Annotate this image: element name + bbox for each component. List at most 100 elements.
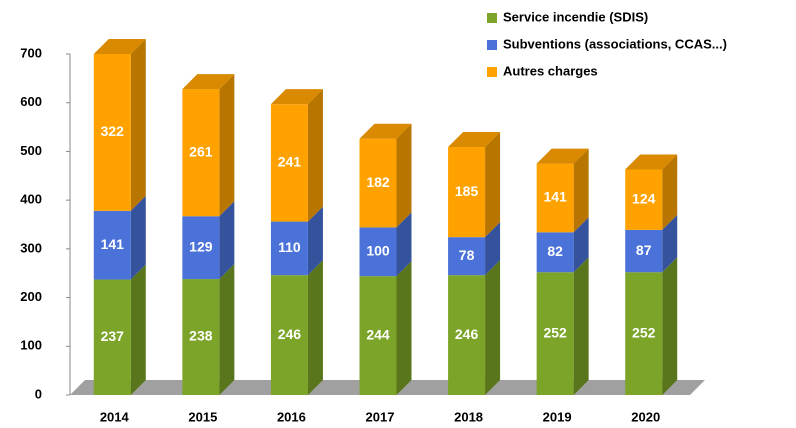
- bar-front: [536, 163, 574, 233]
- bar-top: [536, 148, 589, 164]
- x-tick-label: 2014: [100, 409, 130, 424]
- bar-side: [662, 257, 678, 395]
- bar-side: [219, 264, 235, 395]
- bar-segment: [448, 260, 501, 395]
- value-label: 241: [278, 154, 302, 170]
- bar-top: [359, 123, 412, 139]
- bar-side: [130, 264, 146, 395]
- bar-side: [219, 201, 235, 280]
- bar-front: [270, 275, 308, 395]
- bar-front: [536, 272, 574, 395]
- bar-segment: [536, 148, 589, 233]
- bar-front: [625, 229, 663, 273]
- x-tick-label: 2017: [366, 409, 395, 424]
- bar-front: [448, 147, 486, 238]
- value-label: 129: [189, 238, 213, 254]
- bar-top: [93, 39, 146, 54]
- y-tick-label: 500: [20, 143, 42, 158]
- legend-swatch: [487, 67, 497, 77]
- bar-side: [396, 261, 412, 395]
- value-label: 244: [366, 326, 390, 342]
- value-label: 252: [543, 324, 567, 340]
- bar-front: [270, 221, 308, 276]
- bar-segment: [448, 222, 501, 276]
- value-label: 252: [632, 324, 656, 340]
- bar-front: [182, 279, 220, 395]
- bar-side: [130, 39, 146, 211]
- bar-front: [93, 54, 131, 211]
- bar-top: [182, 74, 235, 90]
- bar-front: [359, 138, 397, 228]
- legend-label: Autres charges: [503, 63, 598, 78]
- bar-side: [573, 148, 589, 233]
- bar-front: [536, 232, 574, 273]
- bar-segment: [182, 264, 235, 395]
- x-tick-label: 2020: [631, 409, 660, 424]
- y-tick-label: 200: [20, 289, 42, 304]
- bar-front: [359, 276, 397, 395]
- bar-side: [662, 154, 678, 230]
- bar-side: [573, 257, 589, 395]
- bar-front: [448, 237, 486, 276]
- bar-side: [485, 222, 501, 276]
- bar-front: [448, 275, 486, 395]
- bar-front: [625, 169, 663, 230]
- value-label: 246: [455, 326, 479, 342]
- value-label: 87: [636, 242, 652, 258]
- value-label: 124: [632, 190, 656, 206]
- value-label: 100: [366, 242, 390, 258]
- legend-swatch: [487, 40, 497, 50]
- value-label: 141: [543, 189, 567, 205]
- bar-top: [270, 89, 323, 105]
- bar-side: [307, 206, 323, 276]
- value-label: 141: [101, 236, 125, 252]
- bar-segment: [448, 132, 501, 238]
- x-tick-label: 2019: [543, 409, 572, 424]
- bar-front: [93, 210, 131, 280]
- bar-segment: [270, 89, 323, 222]
- bar-side: [307, 89, 323, 222]
- x-tick-label: 2016: [277, 409, 306, 424]
- bar-segment: [182, 74, 235, 217]
- bar-segment: [270, 260, 323, 395]
- y-tick-label: 400: [20, 192, 42, 207]
- bar-segment: [625, 257, 678, 395]
- value-label: 238: [189, 328, 213, 344]
- bar-side: [396, 123, 412, 228]
- bar-segment: [625, 214, 678, 273]
- bar-segment: [536, 257, 589, 395]
- bar-side: [662, 214, 678, 273]
- value-label: 182: [366, 174, 390, 190]
- value-label: 185: [455, 183, 479, 199]
- bar-segment: [536, 217, 589, 273]
- bar-segment: [182, 201, 235, 280]
- bar-front: [182, 89, 220, 217]
- value-label: 246: [278, 326, 302, 342]
- bar-front: [93, 279, 131, 395]
- bar-top: [625, 154, 678, 170]
- value-label: 322: [101, 123, 125, 139]
- y-tick-label: 100: [20, 338, 42, 353]
- value-label: 237: [101, 328, 125, 344]
- value-label: 78: [459, 247, 475, 263]
- bar-side: [485, 260, 501, 395]
- bar-side: [396, 212, 412, 277]
- legend-swatch: [487, 13, 497, 23]
- bar-front: [625, 272, 663, 395]
- bar-segment: [93, 195, 146, 280]
- y-tick-label: 700: [20, 45, 42, 60]
- legend-label: Service incendie (SDIS): [503, 9, 648, 24]
- y-tick-label: 0: [35, 386, 42, 401]
- bar-side: [130, 195, 146, 280]
- y-tick-label: 300: [20, 240, 42, 255]
- value-label: 110: [278, 239, 301, 255]
- bar-segment: [270, 206, 323, 276]
- bar-segment: [359, 261, 412, 395]
- bar-side: [219, 74, 235, 217]
- bar-front: [359, 227, 397, 277]
- y-tick-label: 600: [20, 94, 42, 109]
- bar-front: [182, 216, 220, 280]
- bar-segment: [93, 264, 146, 395]
- bar-segment: [359, 212, 412, 277]
